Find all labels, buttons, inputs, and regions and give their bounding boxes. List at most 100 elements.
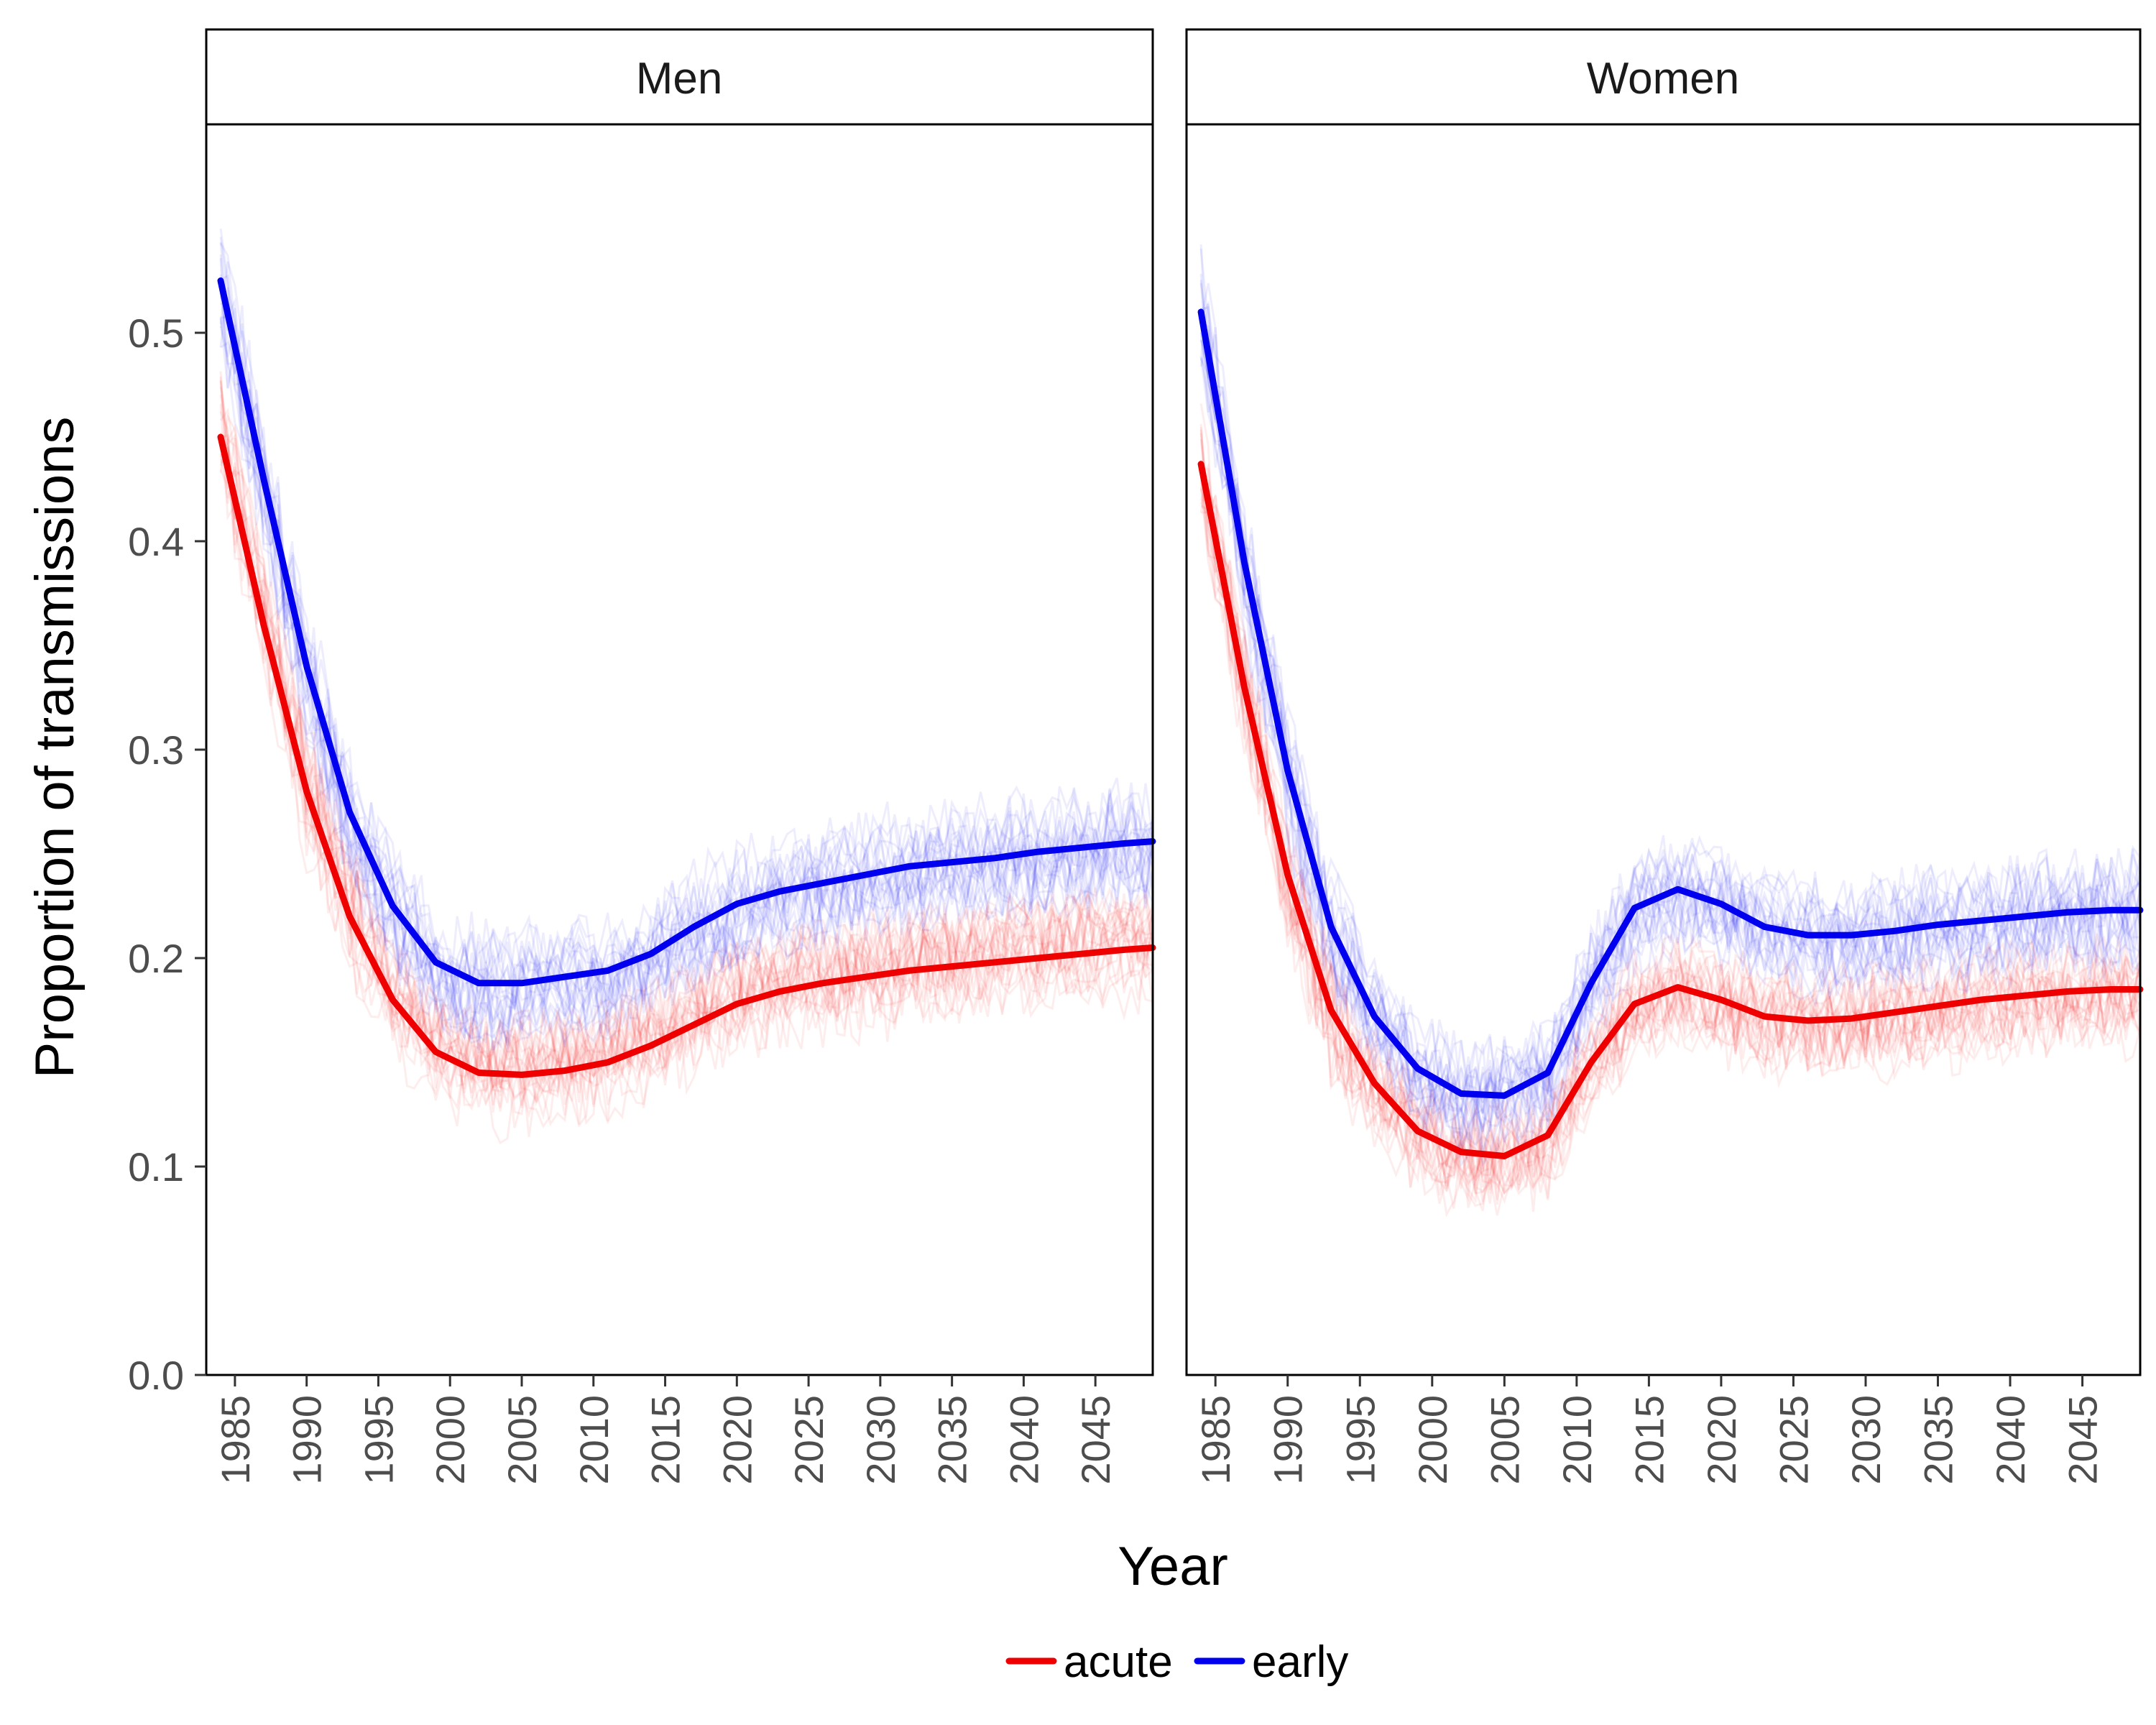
simulation-run-acute	[219, 411, 1153, 1126]
x-axis-men: 1985 1990 1995 2000 2005 2010 2015 2020 2025 2030…	[213, 1375, 1118, 1485]
y-axis: 0.0 0.1 0.2 0.3 0.4 0.5	[128, 310, 206, 1398]
simulation-run-acute	[219, 413, 1154, 1096]
x-tick-label: 2045	[1073, 1395, 1118, 1485]
simulation-run-acute	[1199, 433, 2142, 1208]
x-axis-title: Year	[1118, 1536, 1228, 1597]
simulation-run-acute	[219, 376, 1154, 1097]
simulation-run-early	[219, 242, 1153, 988]
simulation-runs-acute	[1199, 403, 2142, 1218]
x-tick-label: 2015	[1626, 1395, 1672, 1485]
simulation-run-early	[219, 236, 1154, 1006]
y-tick-label: 0.1	[128, 1144, 184, 1190]
x-tick-label: 1985	[213, 1395, 258, 1485]
x-tick-label: 1990	[285, 1395, 330, 1485]
simulation-run-acute	[1199, 479, 2141, 1188]
y-tick-label: 0.2	[128, 936, 184, 981]
legend-label-early: early	[1252, 1637, 1348, 1687]
simulation-run-early	[220, 274, 1154, 1018]
simulation-run-early	[219, 296, 1154, 1015]
x-tick-label: 1990	[1266, 1395, 1311, 1485]
strip-label-women: Women	[1587, 54, 1740, 104]
simulation-run-early	[1199, 249, 2142, 1102]
simulation-run-acute	[1199, 502, 2142, 1190]
x-tick-label: 2000	[1410, 1395, 1455, 1485]
simulation-run-early	[219, 291, 1154, 1041]
legend-label-acute: acute	[1064, 1637, 1173, 1687]
simulation-run-acute	[1199, 477, 2141, 1195]
panel-men: Men	[205, 28, 1156, 1376]
plot-area-women	[1197, 244, 2144, 1218]
simulation-run-early	[219, 277, 1154, 1017]
simulation-run-early	[219, 228, 1153, 993]
x-tick-label: 2040	[1001, 1395, 1046, 1485]
simulation-run-early	[1199, 327, 2142, 1114]
x-tick-label: 2030	[858, 1395, 903, 1485]
simulation-run-early	[219, 300, 1154, 1054]
simulation-run-acute	[1199, 403, 2142, 1185]
simulation-run-acute	[220, 433, 1154, 1093]
simulation-run-acute	[1199, 468, 2142, 1204]
simulation-run-early	[1199, 356, 2142, 1168]
simulation-run-acute	[1199, 438, 2142, 1204]
strip-women	[1185, 28, 2142, 126]
x-axis-women: 1985 1990 1995 2000 2005 2010 2015 2020 2025 2030…	[1193, 1375, 2106, 1485]
y-tick-label: 0.4	[128, 519, 184, 564]
simulation-run-early	[219, 293, 1154, 1052]
simulation-run-early	[219, 261, 1154, 1016]
x-tick-label: 2025	[786, 1395, 831, 1485]
simulation-run-acute	[1199, 462, 2142, 1205]
x-tick-label: 2000	[428, 1395, 473, 1485]
simulation-run-acute	[219, 450, 1153, 1116]
panel-border-women	[1185, 123, 2142, 1376]
simulation-run-acute	[1199, 460, 2142, 1218]
panel-women: Women	[1185, 28, 2144, 1376]
x-tick-label: 2015	[643, 1395, 688, 1485]
simulation-run-acute	[1199, 460, 2142, 1200]
simulation-run-acute	[1200, 505, 2142, 1186]
simulation-run-acute	[1199, 459, 2141, 1212]
simulation-run-early	[1200, 321, 2142, 1143]
simulation-run-acute	[1199, 487, 2142, 1208]
x-tick-label: 2035	[930, 1395, 975, 1485]
x-tick-label: 2040	[1988, 1395, 2033, 1485]
series-line-acute	[1197, 461, 2144, 1159]
simulation-run-acute	[219, 381, 1154, 1105]
x-tick-label: 1995	[1337, 1395, 1383, 1485]
x-tick-label: 2045	[2060, 1395, 2106, 1485]
simulation-run-early	[1199, 331, 2142, 1115]
simulation-run-acute	[1199, 479, 2142, 1146]
simulation-run-early	[1199, 244, 2142, 1106]
simulation-run-acute	[219, 380, 1154, 1083]
series-line-early	[217, 277, 1156, 987]
y-tick-label: 0.0	[128, 1353, 184, 1398]
y-tick-label: 0.5	[128, 310, 184, 356]
x-tick-label: 2005	[1482, 1395, 1527, 1485]
x-tick-label: 2010	[1554, 1395, 1600, 1485]
series-line-early	[1197, 308, 2144, 1099]
x-tick-label: 2035	[1916, 1395, 1961, 1485]
simulation-run-acute	[1199, 488, 2142, 1190]
x-tick-label: 2020	[1699, 1395, 1744, 1485]
strip-label-men: Men	[636, 54, 723, 104]
simulation-run-early	[1199, 303, 2142, 1132]
simulation-run-acute	[1199, 423, 2142, 1195]
simulation-run-acute	[219, 386, 1154, 1092]
x-tick-label: 1995	[356, 1395, 401, 1485]
plot-area-men	[217, 228, 1156, 1145]
simulation-run-early	[220, 296, 1154, 1002]
y-tick-label: 0.3	[128, 727, 184, 773]
x-tick-label: 2030	[1843, 1395, 1889, 1485]
simulation-run-early	[221, 316, 1154, 1041]
x-tick-label: 2020	[714, 1395, 760, 1485]
simulation-run-early	[219, 242, 1153, 1003]
simulation-run-early	[1199, 282, 2142, 1124]
legend: acute early	[1005, 1637, 1348, 1687]
simulation-run-early	[1199, 339, 2142, 1151]
simulation-run-early	[219, 324, 1154, 1021]
simulation-run-acute	[1199, 471, 2142, 1194]
x-tick-label: 1985	[1193, 1395, 1238, 1485]
simulation-run-acute	[219, 444, 1154, 1085]
simulation-run-acute	[219, 445, 1153, 1097]
simulation-run-early	[1199, 273, 2141, 1129]
